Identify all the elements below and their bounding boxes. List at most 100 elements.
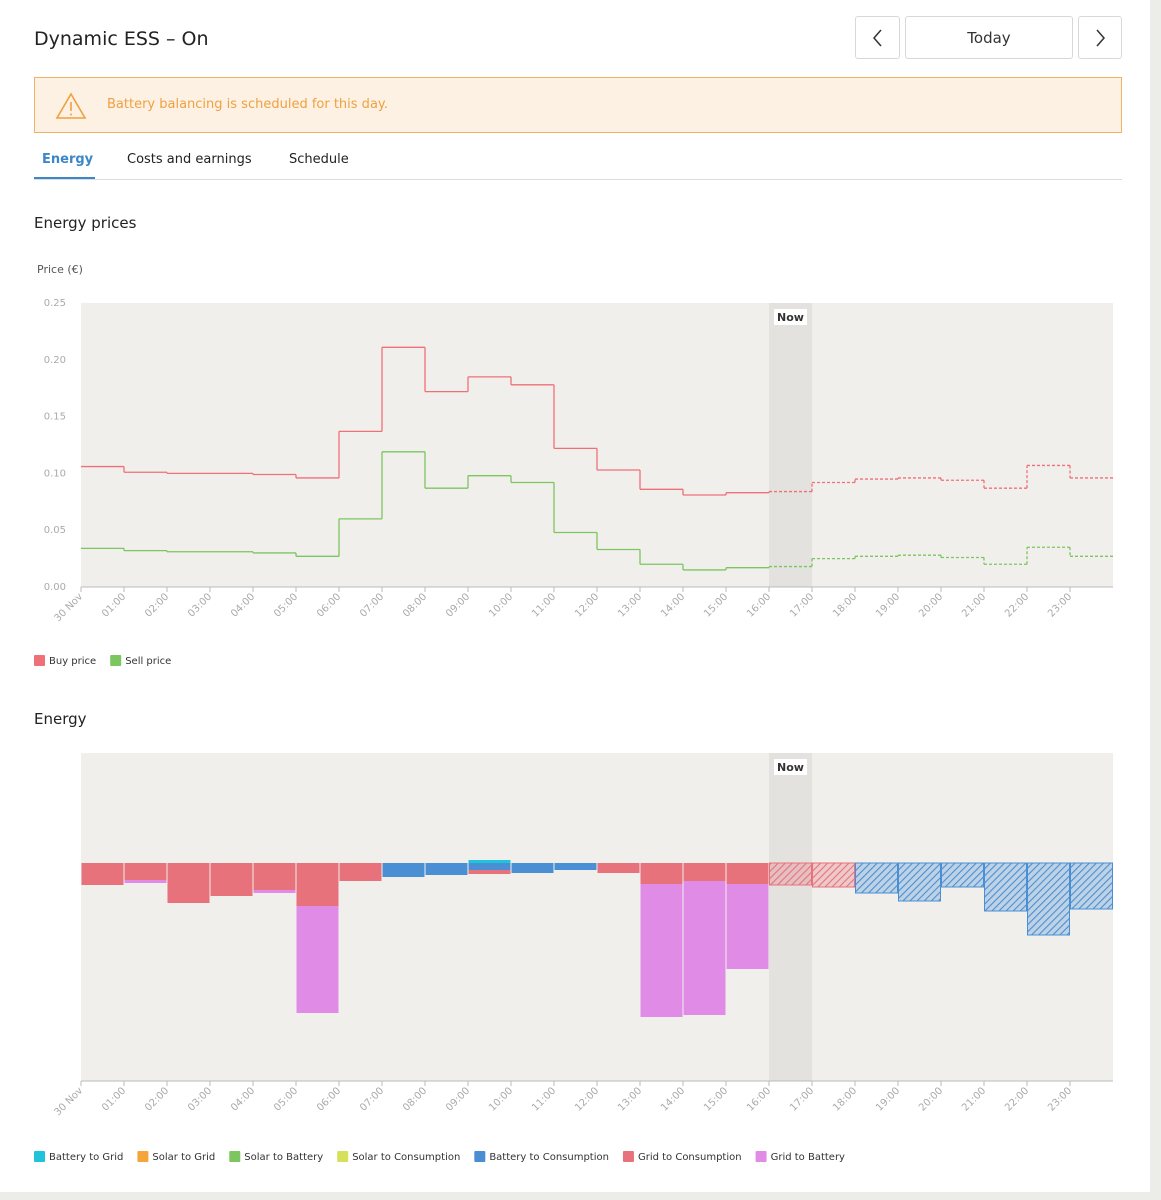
x-tick-label: 10:00 (487, 591, 515, 619)
tab-indicator (34, 177, 95, 179)
alert-text: Battery balancing is scheduled for this … (107, 97, 388, 112)
now-band (769, 303, 812, 587)
tab[interactable]: Costs and earnings (127, 152, 252, 167)
x-tick-label: 01:00 (100, 591, 128, 619)
x-tick-label: 22:00 (1003, 591, 1031, 619)
legend-label: Battery to Consumption (489, 1152, 609, 1163)
x-tick-label: 20:00 (917, 1085, 945, 1113)
energy-bar (425, 863, 468, 875)
next-button[interactable] (1078, 16, 1122, 59)
x-tick-label: 18:00 (831, 591, 859, 619)
legend-label: Solar to Battery (244, 1152, 323, 1163)
x-tick-label: 23:00 (1046, 1085, 1074, 1113)
now-band (769, 753, 812, 1081)
energy-bar (683, 863, 726, 881)
energy-bar (769, 862, 812, 886)
tab[interactable]: Energy (42, 152, 94, 167)
chart-title: Energy prices (34, 214, 137, 232)
x-tick-label: 05:00 (272, 1085, 300, 1113)
x-tick-label: 13:00 (616, 591, 644, 619)
x-tick-label: 14:00 (659, 591, 687, 619)
x-tick-label: 04:00 (229, 591, 257, 619)
x-tick-label: 02:00 (143, 1085, 171, 1113)
legend-swatch (34, 655, 45, 666)
x-tick-label: 15:00 (702, 1085, 730, 1113)
x-tick-label: 30 Nov (52, 591, 85, 624)
now-label-bg (774, 759, 807, 775)
legend-label: Buy price (49, 656, 96, 667)
energy-bar (640, 884, 683, 1017)
x-tick-label: 16:00 (745, 591, 773, 619)
x-tick-label: 17:00 (788, 1085, 816, 1113)
x-tick-label: 13:00 (616, 1085, 644, 1113)
x-tick-label: 14:00 (659, 1085, 687, 1113)
now-label-bg (774, 309, 807, 325)
x-tick-label: 10:00 (487, 1085, 515, 1113)
legend-swatch (622, 1151, 634, 1162)
x-tick-label: 21:00 (960, 591, 988, 619)
energy-bar (1070, 862, 1113, 910)
energy-bar (597, 863, 640, 873)
y-tick-label: 0.05 (44, 525, 66, 536)
x-tick-label: 30 Nov (52, 1085, 85, 1118)
energy-bar (984, 862, 1027, 912)
legend-swatch (110, 655, 122, 666)
chart-title: Energy (34, 710, 87, 728)
page-title: Dynamic ESS – On (34, 28, 209, 50)
y-axis-label: Price (€) (37, 263, 83, 276)
now-label: Now (777, 761, 804, 774)
energy-bar (339, 863, 382, 881)
warning-icon (55, 92, 87, 119)
energy-bar (253, 863, 296, 890)
energy-bar (468, 870, 511, 874)
legend-swatch (755, 1151, 767, 1162)
legend-label: Grid to Consumption (638, 1152, 742, 1163)
x-tick-label: 23:00 (1046, 591, 1074, 619)
x-tick-label: 12:00 (573, 1085, 601, 1113)
energy-bar (726, 863, 769, 884)
x-tick-label: 19:00 (874, 591, 902, 619)
legend-label: Solar to Grid (152, 1152, 215, 1163)
today-button[interactable]: Today (905, 16, 1073, 59)
energy-bar (468, 863, 511, 870)
energy-bar (296, 906, 339, 1013)
tab-divider (34, 179, 1122, 180)
legend-swatch (474, 1151, 486, 1162)
prev-button[interactable] (855, 16, 900, 59)
x-tick-label: 09:00 (444, 1085, 472, 1113)
energy-bar (726, 884, 769, 969)
legend-swatch (137, 1151, 149, 1162)
energy-bar (167, 863, 210, 903)
x-tick-label: 08:00 (401, 591, 429, 619)
legend-label: Solar to Consumption (352, 1152, 460, 1163)
x-tick-label: 17:00 (788, 591, 816, 619)
legend-swatch (34, 1151, 45, 1162)
x-tick-label: 05:00 (272, 591, 300, 619)
x-tick-label: 06:00 (315, 1085, 343, 1113)
energy-bar (898, 862, 941, 902)
now-label: Now (777, 311, 804, 324)
energy-bar (253, 890, 296, 893)
y-tick-label: 0.10 (44, 468, 66, 479)
energy-bar (855, 862, 898, 894)
plot-area (81, 753, 1113, 1081)
x-tick-label: 20:00 (917, 591, 945, 619)
y-tick-label: 0.25 (44, 298, 66, 309)
prev-icon (872, 29, 882, 46)
energy-bar (640, 863, 683, 884)
energy-bar (683, 881, 726, 1015)
legend-label: Grid to Battery (771, 1152, 845, 1163)
energy-bar (812, 862, 855, 888)
x-tick-label: 01:00 (100, 1085, 128, 1113)
energy-bar (1027, 862, 1070, 936)
x-tick-label: 06:00 (315, 591, 343, 619)
x-tick-label: 03:00 (186, 1085, 214, 1113)
x-tick-label: 08:00 (401, 1085, 429, 1113)
x-tick-label: 09:00 (444, 591, 472, 619)
legend-swatch (337, 1151, 349, 1162)
y-tick-label: 0.00 (44, 582, 66, 593)
tab[interactable]: Schedule (289, 152, 349, 167)
next-icon (1096, 29, 1105, 46)
x-tick-label: 16:00 (745, 1085, 773, 1113)
